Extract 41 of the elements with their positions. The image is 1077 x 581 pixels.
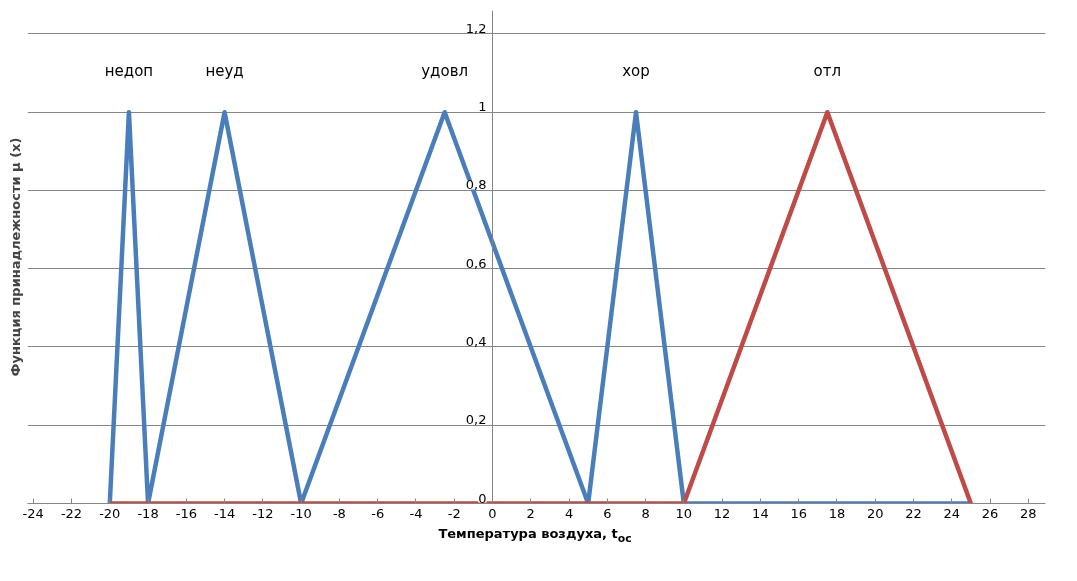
x-tick-label: -14	[213, 505, 236, 521]
x-tick-label: -20	[99, 505, 121, 521]
x-tick-label: 24	[943, 505, 961, 521]
x-tick-label: -16	[175, 505, 197, 521]
annotation: удовл	[421, 62, 469, 81]
y-tick-label: 1	[478, 99, 487, 115]
x-tick-label: 14	[752, 505, 769, 521]
x-tick-label: 8	[641, 505, 650, 521]
y-tick-label: 1,2	[465, 20, 487, 36]
x-axis-title: Температура воздуха, t$_{oc}$	[437, 525, 633, 547]
x-tick-label: 2	[526, 505, 535, 521]
x-tick-label: 4	[564, 505, 574, 521]
x-tick-label: 28	[1020, 505, 1037, 521]
x-tick-label: -8	[332, 505, 346, 521]
y-tick-label: 0,2	[465, 412, 487, 428]
x-tick-label: -22	[60, 505, 83, 521]
x-tick-label: 16	[790, 505, 807, 521]
x-tick-label: -12	[252, 505, 274, 521]
x-tick-label: -24	[22, 505, 44, 521]
x-tick-label: -10	[290, 505, 312, 521]
y-tick-label: 0	[478, 490, 487, 506]
y-tick-label: 0,4	[465, 333, 487, 349]
annotation: хор	[622, 62, 650, 81]
y-tick-label: 0,8	[465, 177, 487, 193]
y-axis-title: Функция принадлежности μ (x)	[7, 137, 23, 377]
x-tick-label: 26	[981, 505, 999, 521]
annotation: недоп	[104, 62, 154, 81]
x-tick-label: 0	[488, 505, 497, 521]
annotation: отл	[813, 62, 842, 81]
x-tick-label: 6	[603, 505, 612, 521]
y-tick-label: 0,6	[465, 255, 487, 271]
x-tick-label: -2	[447, 505, 461, 521]
x-tick-label: 22	[905, 505, 922, 521]
x-tick-label: 12	[713, 505, 731, 521]
x-tick-label: 18	[828, 505, 846, 521]
x-tick-label: 20	[866, 505, 884, 521]
x-tick-label: -18	[137, 505, 159, 521]
x-tick-label: 10	[675, 505, 693, 521]
annotation: неуд	[205, 62, 244, 81]
x-tick-label: -4	[409, 505, 423, 521]
x-tick-label: -6	[371, 505, 385, 521]
